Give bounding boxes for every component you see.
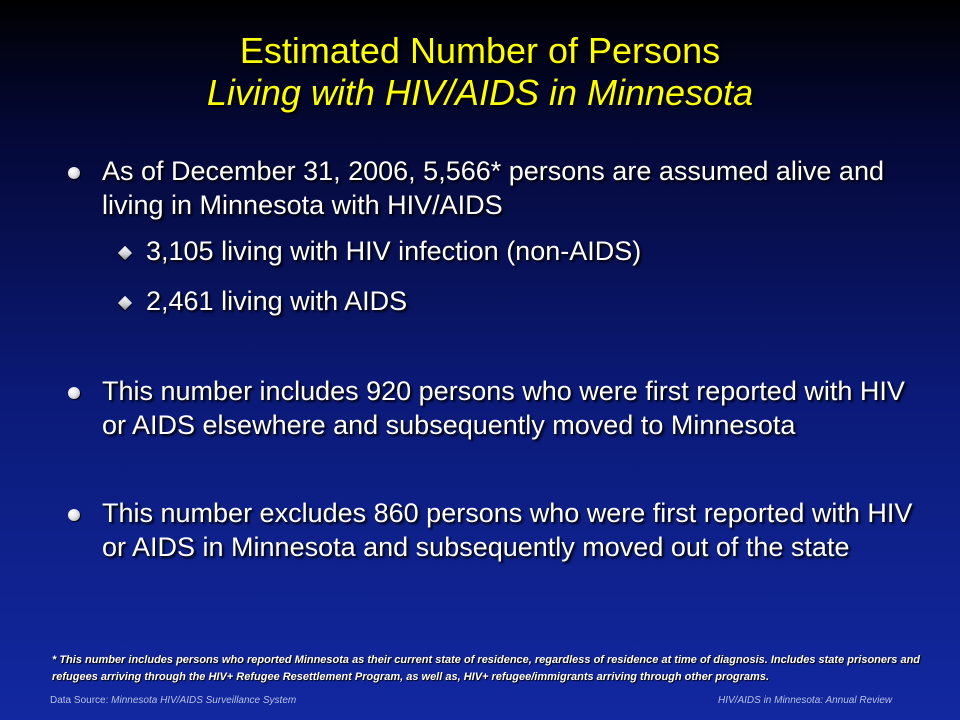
sub-bullet-item: 3,105 living with HIV infection (non-AID… bbox=[60, 234, 920, 268]
footer-data-source: Data Source: Minnesota HIV/AIDS Surveill… bbox=[50, 695, 296, 706]
diamond-bullet-icon bbox=[117, 295, 133, 311]
bullet-text: This number includes 920 persons who wer… bbox=[102, 376, 905, 440]
title-line-1: Estimated Number of Persons bbox=[239, 30, 721, 71]
slide-title: Estimated Number of Persons Living with … bbox=[0, 30, 960, 114]
title-line-2: Living with HIV/AIDS in Minnesota bbox=[206, 72, 754, 113]
sub-bullet-item: 2,461 living with AIDS bbox=[60, 284, 920, 318]
footnote: * This number includes persons who repor… bbox=[52, 654, 921, 683]
footer-source-value: Minnesota HIV/AIDS Surveillance System bbox=[111, 695, 297, 706]
bullet-text: This number excludes 860 persons who wer… bbox=[102, 498, 913, 562]
diamond-bullet-icon bbox=[117, 245, 133, 261]
bullet-dot-icon bbox=[68, 509, 80, 521]
footer-source-label: Data Source: bbox=[50, 695, 109, 706]
bullet-text: As of December 31, 2006, 5,566* persons … bbox=[102, 156, 884, 220]
bullet-dot-icon bbox=[68, 387, 80, 399]
bullet-item: As of December 31, 2006, 5,566* persons … bbox=[60, 154, 920, 222]
footer-report-title: HIV/AIDS in Minnesota: Annual Review bbox=[718, 695, 893, 706]
bullet-dot-icon bbox=[68, 167, 80, 179]
bullet-item: This number includes 920 persons who wer… bbox=[60, 374, 920, 442]
sub-bullet-text: 3,105 living with HIV infection (non-AID… bbox=[146, 236, 642, 266]
sub-bullet-text: 2,461 living with AIDS bbox=[146, 286, 408, 316]
bullet-list: As of December 31, 2006, 5,566* persons … bbox=[60, 150, 920, 564]
bullet-item: This number excludes 860 persons who wer… bbox=[60, 496, 920, 564]
